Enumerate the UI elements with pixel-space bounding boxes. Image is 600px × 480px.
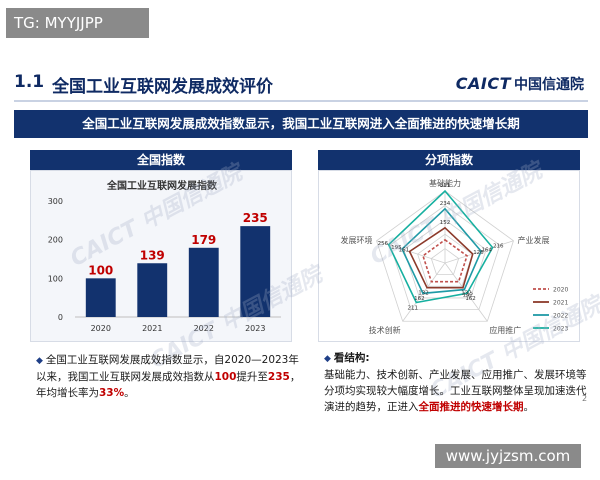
triangle-bullet-icon: ◆ xyxy=(324,354,331,364)
caict-logo: CAICT 中国信通院 xyxy=(456,74,584,96)
radar-series-2023 xyxy=(387,189,494,304)
bar-value-label: 179 xyxy=(191,233,216,247)
radar-chart-panel: 基础能力产业发展应用推广 技术创新 发展环境 152 126 132 132 161 234 16… xyxy=(318,170,580,342)
page-title-row: 1.1 全国工业互联网发展成效评价 CAICT 中国信通院 xyxy=(14,72,594,100)
radar-value-label: 162 xyxy=(465,296,476,302)
radar-value-label: 161 xyxy=(399,248,410,254)
chart-title: 全国工业互联网发展指数 xyxy=(106,179,218,192)
legend-label: 2022 xyxy=(553,313,568,320)
radar-grid-ring xyxy=(376,190,514,322)
bar xyxy=(188,247,219,317)
note-left-growth-rate: 33% xyxy=(99,387,125,399)
radar-series-2021 xyxy=(408,226,474,289)
triangle-bullet-icon: ◆ xyxy=(36,356,43,366)
radar-value-label: 142 xyxy=(463,292,474,298)
radar-value-label: 126 xyxy=(473,250,484,256)
legend-label: 2021 xyxy=(553,300,568,307)
radar-value-label: 211 xyxy=(408,305,419,311)
legend-label: 2023 xyxy=(553,326,568,333)
title-divider xyxy=(14,100,588,102)
bar-value-label: 139 xyxy=(140,248,165,262)
note-left-part4: 。 xyxy=(124,387,135,399)
note-right-part1: 基础能力、技术创新、产业发展、应用推广、发展环境等分项均实现较大幅度增长。工业互… xyxy=(324,369,587,413)
bar-chart-panel: 全国工业互联网发展指数 0 100 200 300 100 2020 139 2021 179 20… xyxy=(30,170,292,342)
radar-value-label: 216 xyxy=(493,244,504,250)
y-tick-label: 0 xyxy=(58,313,63,322)
radar-grid-ring xyxy=(417,233,473,287)
note-right-highlight: 全面推进的快速增长期 xyxy=(418,401,524,413)
radar-value-label: 256 xyxy=(378,241,389,247)
note-right-heading-row: ◆ 看结构: xyxy=(324,350,592,367)
logo-latin: CAICT xyxy=(455,74,511,93)
tg-badge: TG: MYYJJPP xyxy=(6,8,149,38)
radar-grid-ring xyxy=(430,248,460,276)
radar-value-label: 164 xyxy=(482,247,493,253)
radar-spoke xyxy=(444,240,514,264)
radar-value-label: 152 xyxy=(440,220,451,226)
footer-url: www.jyjzsm.com xyxy=(435,444,581,468)
y-tick-label: 200 xyxy=(48,236,63,245)
radar-axis-label: 应用推广 xyxy=(489,325,521,335)
headline-banner: 全国工业互联网发展成效指数显示，我国工业互联网进入全面推进的快速增长期 xyxy=(14,110,588,138)
note-right-heading: 看结构: xyxy=(333,352,370,364)
sub-index-note: ◆ 看结构: 基础能力、技术创新、产业发展、应用推广、发展环境等分项均实现较大幅度… xyxy=(324,350,592,415)
national-index-heading: 全国指数 xyxy=(30,150,292,170)
bar xyxy=(85,278,116,317)
note-left-part2: 提升至 xyxy=(236,371,268,383)
radar-spoke xyxy=(444,262,488,322)
note-right-part2: 。 xyxy=(523,401,535,413)
sub-index-heading: 分项指数 xyxy=(318,150,580,170)
radar-axis-label: 产业发展 xyxy=(517,235,549,245)
radar-value-label: 311 xyxy=(440,183,451,189)
bar-value-label: 100 xyxy=(88,263,113,277)
x-tick-label: 2020 xyxy=(91,324,111,333)
radar-value-label: 195 xyxy=(391,245,402,251)
legend-label: 2020 xyxy=(553,287,568,294)
bar xyxy=(240,226,271,317)
section-number: 1.1 xyxy=(14,72,45,92)
radar-value-label: 132 xyxy=(461,291,472,297)
note-left-value-2023: 235 xyxy=(267,371,290,383)
x-tick-label: 2023 xyxy=(245,324,265,333)
bar xyxy=(137,263,168,317)
note-left-part3: ，年均增长率为 xyxy=(36,371,301,399)
page-title: 全国工业互联网发展成效评价 xyxy=(52,77,273,97)
radar-grid-ring xyxy=(389,204,501,310)
radar-value-label: 234 xyxy=(440,201,451,207)
radar-series-2020 xyxy=(422,238,468,283)
national-index-note: ◆ 全国工业互联网发展成效指数显示，自2020—2023年以来，我国工业互联网发展… xyxy=(36,352,304,401)
x-tick-label: 2022 xyxy=(194,324,214,333)
x-tick-label: 2021 xyxy=(142,324,162,333)
y-tick-label: 300 xyxy=(48,197,63,206)
radar-series-2022 xyxy=(401,207,483,295)
page-number: 2 xyxy=(582,394,588,403)
radar-value-label: 162 xyxy=(414,296,425,302)
y-tick-label: 100 xyxy=(48,274,63,283)
note-left-part1: 全国工业互联网发展成效指数显示，自2020—2023年以来，我国工业互联网发展成… xyxy=(36,354,299,383)
radar-value-label: 132 xyxy=(418,291,429,297)
note-right-body: 基础能力、技术创新、产业发展、应用推广、发展环境等分项均实现较大幅度增长。工业互… xyxy=(324,367,592,415)
radar-axis-label: 技术创新 xyxy=(369,325,401,335)
logo-cn: 中国信通院 xyxy=(514,77,584,93)
radar-axis-label: 发展环境 xyxy=(341,235,373,245)
bar-chart: 全国工业互联网发展指数 0 100 200 300 100 2020 139 2021 179 20… xyxy=(48,179,281,333)
radar-axis-label: 基础能力 xyxy=(429,178,461,188)
radar-spoke xyxy=(402,262,446,322)
bar-value-label: 235 xyxy=(243,211,268,225)
note-left-value-2020: 100 xyxy=(214,371,237,383)
